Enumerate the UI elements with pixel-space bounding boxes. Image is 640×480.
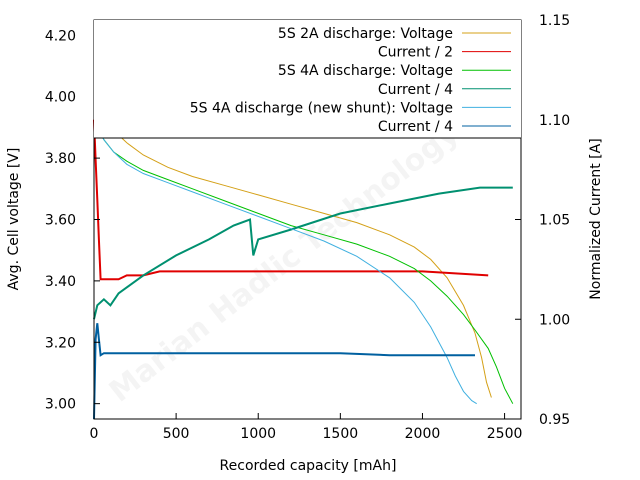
legend-label-5: 5S 4A discharge (new shunt): Voltage — [190, 100, 453, 116]
y2-axis-label: Normalized Current [A] — [588, 138, 604, 299]
series-line-2 — [93, 119, 489, 281]
watermark: Marian Hadlic Technology — [103, 115, 466, 409]
series-group — [93, 96, 514, 420]
y-tick-label: 3.80 — [45, 151, 76, 167]
legend-label-3: 5S 4A discharge: Voltage — [278, 63, 453, 79]
legend-background — [94, 20, 521, 138]
legend: 5S 2A discharge: Voltage Current / 2 5S 4A… — [94, 20, 521, 139]
y2-tick-label: 0.95 — [539, 412, 570, 428]
y-tick-label: 4.00 — [45, 90, 76, 106]
ticks: 0 500 1000 1500 2000 2500 3.00 3.20 3.40 3.60 3.80… — [45, 13, 570, 442]
x-tick-label: 2500 — [487, 426, 523, 442]
y-tick-label: 4.20 — [45, 28, 76, 44]
x-axis-label: Recorded capacity [mAh] — [220, 458, 397, 474]
y-tick-label: 3.00 — [45, 397, 76, 413]
y2-tick-label: 1.10 — [539, 113, 570, 129]
x-tick-label: 500 — [163, 426, 190, 442]
x-tick-label: 2000 — [405, 426, 441, 442]
series-line-3 — [93, 118, 514, 404]
x-tick-label: 1000 — [240, 426, 276, 442]
y2-tick-label: 1.00 — [539, 312, 570, 328]
x-tick-label: 0 — [90, 426, 99, 442]
y-tick-label: 3.20 — [45, 335, 76, 351]
y2-tick-label: 1.15 — [539, 13, 570, 29]
y-tick-label: 3.60 — [45, 213, 76, 229]
legend-label-4: Current / 4 — [378, 82, 453, 98]
legend-label-2: Current / 2 — [378, 45, 453, 61]
y2-tick-label: 1.05 — [539, 213, 570, 229]
legend-label-1: 5S 2A discharge: Voltage — [278, 26, 453, 42]
series-line-5 — [93, 118, 477, 405]
series-line-4 — [93, 186, 513, 320]
legend-label-6: Current / 4 — [378, 119, 453, 135]
x-tick-label: 1500 — [323, 426, 359, 442]
series-line-6 — [93, 323, 475, 420]
y-tick-label: 3.40 — [45, 274, 76, 290]
y-axis-label: Avg. Cell voltage [V] — [6, 148, 22, 291]
